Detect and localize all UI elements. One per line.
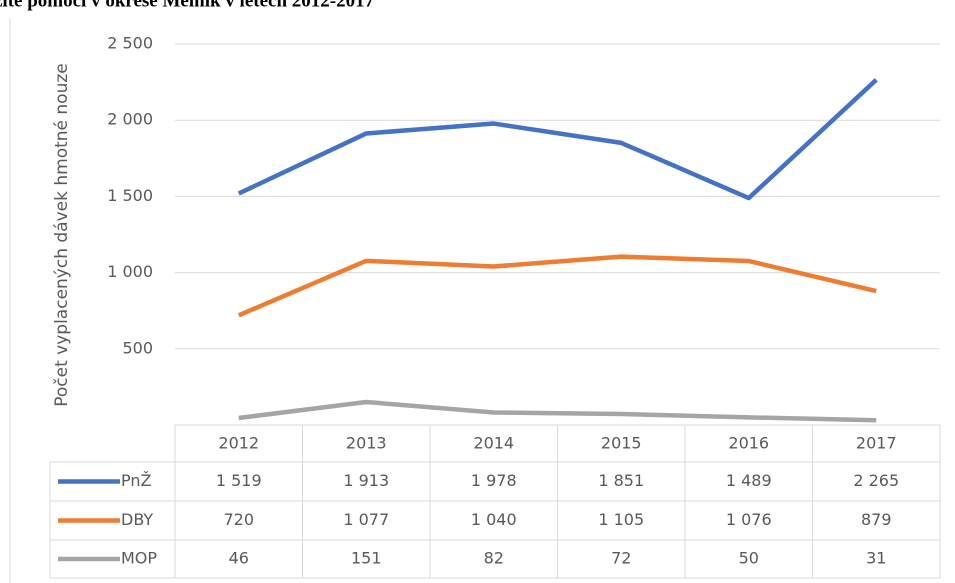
table-value: 31 (866, 549, 886, 568)
table-value: 1 978 (471, 471, 517, 490)
table-value: 2 265 (853, 471, 899, 490)
x-tick-label: 2012 (218, 434, 259, 453)
table-value: 1 913 (343, 471, 389, 490)
legend-label: DBY (121, 510, 153, 529)
table-value: 46 (229, 549, 249, 568)
table-value: 151 (351, 549, 382, 568)
x-tick-label: 2015 (601, 434, 642, 453)
y-tick-label: 2 000 (107, 110, 153, 129)
table-value: 879 (861, 510, 892, 529)
table-value: 1 851 (598, 471, 644, 490)
y-tick-label: 2 500 (107, 34, 153, 53)
table-value: 82 (484, 549, 504, 568)
table-value: 1 105 (598, 510, 644, 529)
table-value: 1 519 (216, 471, 262, 490)
legend-label: PnŽ (121, 471, 152, 490)
table-value: 1 489 (726, 471, 772, 490)
table-value: 72 (611, 549, 631, 568)
table-value: 50 (739, 549, 759, 568)
x-tick-label: 2014 (473, 434, 514, 453)
series-line (238, 399, 877, 423)
x-tick-label: 2016 (728, 434, 769, 453)
series-line (237, 254, 877, 318)
table-value: 720 (223, 510, 254, 529)
table-value: 1 040 (471, 510, 517, 529)
y-tick-label: 1 500 (107, 186, 153, 205)
x-tick-label: 2013 (346, 434, 387, 453)
x-tick-label: 2017 (856, 434, 897, 453)
y-tick-label: 1 000 (107, 262, 153, 281)
table-value: 1 076 (726, 510, 772, 529)
legend-label: MOP (121, 549, 157, 568)
chart-title: žité pomoci v okrese Mělník v letech 201… (0, 0, 375, 11)
y-tick-label: 500 (122, 338, 153, 357)
y-axis-label: Počet vyplacených dávek hmotné nouze (52, 63, 72, 407)
table-value: 1 077 (343, 510, 389, 529)
series-line (237, 78, 878, 201)
